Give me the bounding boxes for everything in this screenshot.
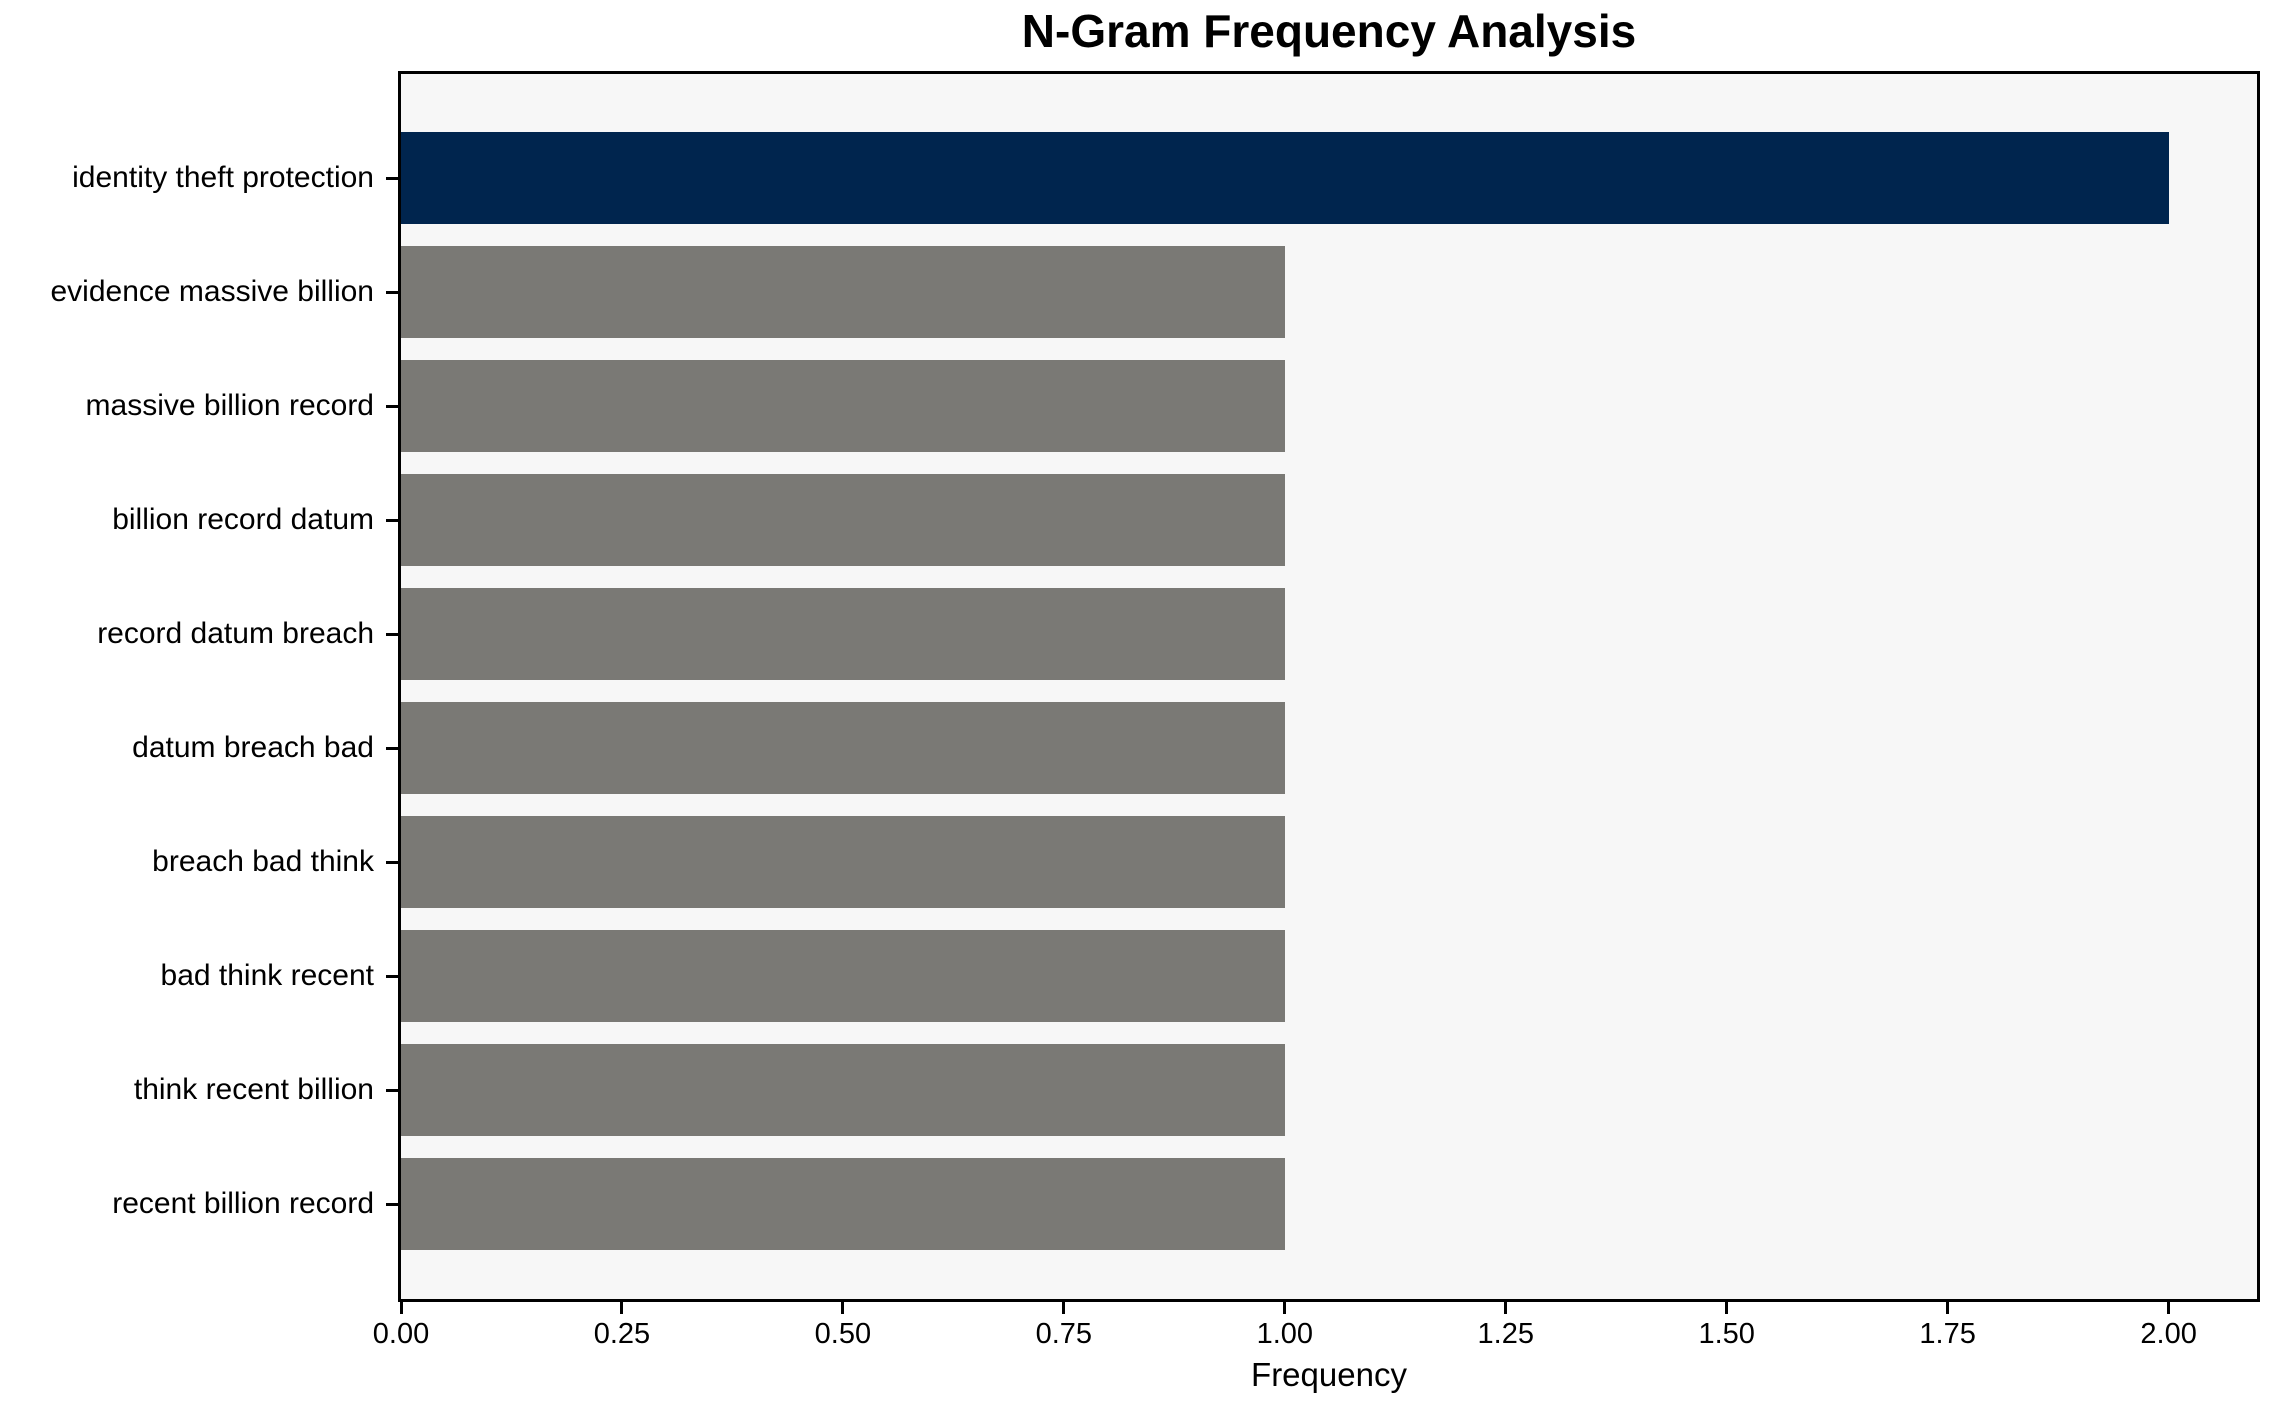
x-tick-label: 0.50 [814,1318,872,1350]
y-tick [386,290,398,294]
bar [401,246,1285,338]
y-tick-label: bad think recent [160,959,374,992]
y-tick-label: think recent billion [133,1073,374,1106]
x-tick-label: 2.00 [2140,1318,2197,1350]
y-tick-label: breach bad think [152,845,374,878]
bar [401,132,2169,224]
x-tick-label: 1.50 [1698,1318,1755,1350]
y-tick-label: billion record datum [112,503,374,536]
y-tick [386,404,398,408]
bar [401,1158,1285,1250]
x-tick [1946,1302,1950,1314]
bar [401,588,1285,680]
x-tick-label: 1.25 [1477,1318,1534,1350]
x-tick [1283,1302,1287,1314]
y-tick-label: record datum breach [97,617,374,650]
y-tick-label: evidence massive billion [50,275,375,308]
x-tick [1725,1302,1729,1314]
x-tick-label: 0.75 [1035,1318,1093,1350]
y-tick [386,518,398,522]
bar [401,816,1285,908]
y-tick [386,974,398,978]
y-tick [386,632,398,636]
x-tick [841,1302,845,1314]
chart-title: N-Gram Frequency Analysis [1021,5,1637,57]
bar [401,474,1285,566]
y-tick-label: recent billion record [112,1187,374,1220]
plot-area [398,71,2260,1302]
bar [401,360,1285,452]
y-tick [386,1088,398,1092]
y-tick-label: massive billion record [85,389,374,422]
x-tick [620,1302,624,1314]
y-tick [386,176,398,180]
x-tick [1504,1302,1508,1314]
bar [401,930,1285,1022]
x-tick [2167,1302,2171,1314]
bar [401,1044,1285,1136]
x-axis-title: Frequency [1251,1356,1407,1393]
y-tick [386,746,398,750]
x-tick [399,1302,403,1314]
y-tick [386,1202,398,1206]
y-tick-label: datum breach bad [132,731,374,764]
x-tick-label: 0.00 [372,1318,430,1350]
y-tick-label: identity theft protection [72,161,374,194]
y-tick [386,860,398,864]
x-tick-label: 0.25 [593,1318,651,1350]
x-tick [1062,1302,1066,1314]
bar [401,702,1285,794]
x-tick-label: 1.75 [1919,1318,1976,1350]
x-tick-label: 1.00 [1256,1318,1314,1350]
